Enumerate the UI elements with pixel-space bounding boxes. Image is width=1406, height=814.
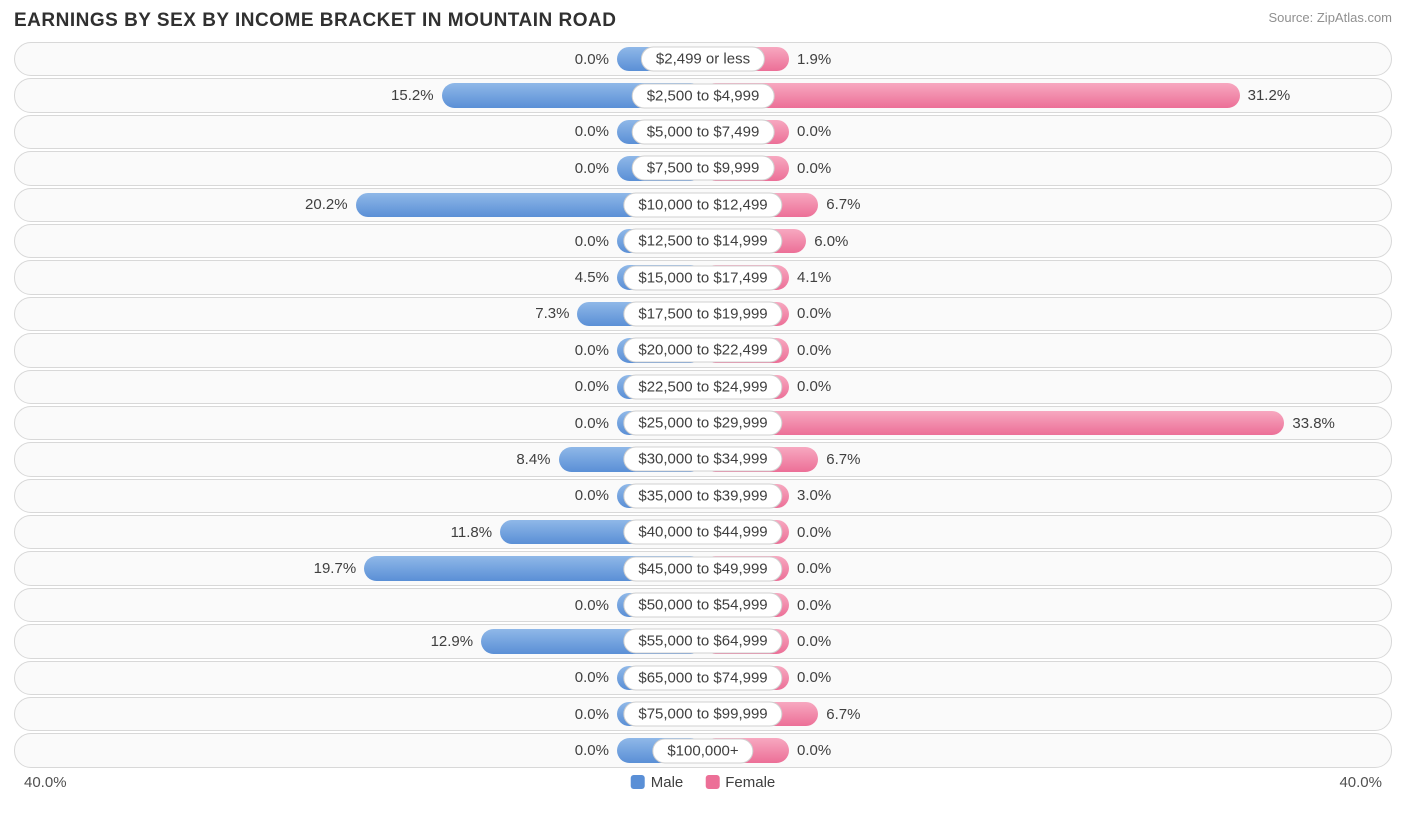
chart-row: 0.0% 0.0% $50,000 to $54,999 <box>14 588 1392 622</box>
category-label: $100,000+ <box>652 738 753 763</box>
category-label: $45,000 to $49,999 <box>623 556 782 581</box>
axis-row: 40.0% Male Female 40.0% <box>14 770 1392 791</box>
category-label: $5,000 to $7,499 <box>632 119 775 144</box>
female-value: 0.0% <box>797 516 831 548</box>
category-label: $25,000 to $29,999 <box>623 411 782 436</box>
category-label: $17,500 to $19,999 <box>623 301 782 326</box>
male-value: 0.0% <box>575 480 609 512</box>
chart-title: EARNINGS BY SEX BY INCOME BRACKET IN MOU… <box>14 10 616 32</box>
female-value: 0.0% <box>797 334 831 366</box>
female-value: 0.0% <box>797 152 831 184</box>
chart-row: 11.8% 0.0% $40,000 to $44,999 <box>14 515 1392 549</box>
category-label: $40,000 to $44,999 <box>623 520 782 545</box>
category-label: $75,000 to $99,999 <box>623 702 782 727</box>
category-label: $35,000 to $39,999 <box>623 483 782 508</box>
female-value: 1.9% <box>797 43 831 75</box>
female-bar <box>703 83 1240 107</box>
chart-row: 19.7% 0.0% $45,000 to $49,999 <box>14 551 1392 585</box>
category-label: $65,000 to $74,999 <box>623 665 782 690</box>
male-value: 0.0% <box>575 407 609 439</box>
chart-row: 8.4% 6.7% $30,000 to $34,999 <box>14 442 1392 476</box>
chart-source: Source: ZipAtlas.com <box>1268 10 1392 25</box>
female-value: 0.0% <box>797 625 831 657</box>
female-value: 4.1% <box>797 261 831 293</box>
male-value: 11.8% <box>451 516 492 548</box>
chart-row: 0.0% 6.7% $75,000 to $99,999 <box>14 697 1392 731</box>
chart-row: 0.0% 33.8% $25,000 to $29,999 <box>14 406 1392 440</box>
female-value: 33.8% <box>1292 407 1335 439</box>
male-value: 0.0% <box>575 116 609 148</box>
chart-row: 4.5% 4.1% $15,000 to $17,499 <box>14 260 1392 294</box>
chart-row: 0.0% 0.0% $5,000 to $7,499 <box>14 115 1392 149</box>
male-value: 0.0% <box>575 734 609 766</box>
legend-female-swatch <box>705 775 719 789</box>
male-value: 20.2% <box>305 189 348 221</box>
female-value: 6.7% <box>826 443 860 475</box>
male-value: 0.0% <box>575 225 609 257</box>
male-value: 15.2% <box>391 79 434 111</box>
category-label: $20,000 to $22,499 <box>623 338 782 363</box>
chart-row: 0.0% 0.0% $7,500 to $9,999 <box>14 151 1392 185</box>
chart-row: 0.0% 0.0% $65,000 to $74,999 <box>14 661 1392 695</box>
male-value: 0.0% <box>575 698 609 730</box>
chart-row: 15.2% 31.2% $2,500 to $4,999 <box>14 78 1392 112</box>
category-label: $10,000 to $12,499 <box>623 192 782 217</box>
chart-row: 0.0% 3.0% $35,000 to $39,999 <box>14 479 1392 513</box>
category-label: $55,000 to $64,999 <box>623 629 782 654</box>
male-value: 0.0% <box>575 662 609 694</box>
male-value: 0.0% <box>575 371 609 403</box>
chart-row: 0.0% 0.0% $20,000 to $22,499 <box>14 333 1392 367</box>
chart-row: 0.0% 6.0% $12,500 to $14,999 <box>14 224 1392 258</box>
female-value: 0.0% <box>797 662 831 694</box>
female-value: 0.0% <box>797 552 831 584</box>
chart-row: 20.2% 6.7% $10,000 to $12,499 <box>14 188 1392 222</box>
category-label: $15,000 to $17,499 <box>623 265 782 290</box>
male-value: 0.0% <box>575 152 609 184</box>
chart-container: EARNINGS BY SEX BY INCOME BRACKET IN MOU… <box>0 0 1406 814</box>
legend-female: Female <box>705 774 775 791</box>
chart-row: 12.9% 0.0% $55,000 to $64,999 <box>14 624 1392 658</box>
female-value: 0.0% <box>797 371 831 403</box>
female-value: 0.0% <box>797 589 831 621</box>
chart-row: 0.0% 0.0% $100,000+ <box>14 733 1392 767</box>
male-value: 7.3% <box>535 298 569 330</box>
female-value: 0.0% <box>797 734 831 766</box>
category-label: $50,000 to $54,999 <box>623 593 782 618</box>
category-label: $2,500 to $4,999 <box>632 83 775 108</box>
female-value: 31.2% <box>1248 79 1291 111</box>
male-value: 0.0% <box>575 334 609 366</box>
category-label: $30,000 to $34,999 <box>623 447 782 472</box>
legend-male-swatch <box>631 775 645 789</box>
legend-male-label: Male <box>651 774 684 791</box>
male-value: 8.4% <box>516 443 550 475</box>
female-value: 6.7% <box>826 189 860 221</box>
female-value: 0.0% <box>797 116 831 148</box>
female-value: 6.7% <box>826 698 860 730</box>
legend-male: Male <box>631 774 684 791</box>
male-value: 0.0% <box>575 43 609 75</box>
axis-right-label: 40.0% <box>1339 774 1382 791</box>
chart-area: 0.0% 1.9% $2,499 or less 15.2% 31.2% $2,500 t… <box>14 42 1392 768</box>
chart-row: 0.0% 1.9% $2,499 or less <box>14 42 1392 76</box>
male-value: 0.0% <box>575 589 609 621</box>
chart-legend: Male Female <box>631 774 776 791</box>
legend-female-label: Female <box>725 774 775 791</box>
female-value: 0.0% <box>797 298 831 330</box>
category-label: $22,500 to $24,999 <box>623 374 782 399</box>
category-label: $2,499 or less <box>641 47 765 72</box>
male-value: 4.5% <box>575 261 609 293</box>
male-value: 19.7% <box>314 552 357 584</box>
chart-header: EARNINGS BY SEX BY INCOME BRACKET IN MOU… <box>14 10 1392 32</box>
female-value: 6.0% <box>814 225 848 257</box>
chart-row: 0.0% 0.0% $22,500 to $24,999 <box>14 370 1392 404</box>
male-value: 12.9% <box>431 625 474 657</box>
female-bar <box>703 411 1284 435</box>
female-value: 3.0% <box>797 480 831 512</box>
category-label: $7,500 to $9,999 <box>632 156 775 181</box>
category-label: $12,500 to $14,999 <box>623 229 782 254</box>
axis-left-label: 40.0% <box>24 774 67 791</box>
chart-row: 7.3% 0.0% $17,500 to $19,999 <box>14 297 1392 331</box>
